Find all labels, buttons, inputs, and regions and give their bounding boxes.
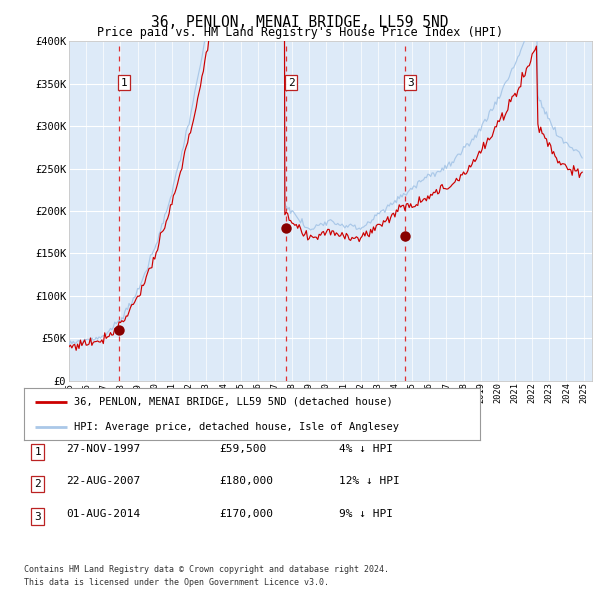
Text: 1: 1 bbox=[34, 447, 41, 457]
Text: 01-AUG-2014: 01-AUG-2014 bbox=[66, 509, 140, 519]
Text: 22-AUG-2007: 22-AUG-2007 bbox=[66, 476, 140, 486]
Text: 2: 2 bbox=[288, 78, 295, 88]
Text: 4% ↓ HPI: 4% ↓ HPI bbox=[339, 444, 393, 454]
Text: 12% ↓ HPI: 12% ↓ HPI bbox=[339, 476, 400, 486]
Text: 36, PENLON, MENAI BRIDGE, LL59 5ND: 36, PENLON, MENAI BRIDGE, LL59 5ND bbox=[151, 15, 449, 30]
Text: 1: 1 bbox=[121, 78, 128, 88]
Text: HPI: Average price, detached house, Isle of Anglesey: HPI: Average price, detached house, Isle… bbox=[74, 422, 399, 431]
Text: 3: 3 bbox=[34, 512, 41, 522]
Text: £59,500: £59,500 bbox=[219, 444, 266, 454]
Text: This data is licensed under the Open Government Licence v3.0.: This data is licensed under the Open Gov… bbox=[24, 578, 329, 587]
Text: 2: 2 bbox=[34, 479, 41, 489]
Text: 27-NOV-1997: 27-NOV-1997 bbox=[66, 444, 140, 454]
Text: £180,000: £180,000 bbox=[219, 476, 273, 486]
Text: 9% ↓ HPI: 9% ↓ HPI bbox=[339, 509, 393, 519]
Text: £170,000: £170,000 bbox=[219, 509, 273, 519]
Text: 3: 3 bbox=[407, 78, 413, 88]
Text: Price paid vs. HM Land Registry's House Price Index (HPI): Price paid vs. HM Land Registry's House … bbox=[97, 26, 503, 39]
Text: Contains HM Land Registry data © Crown copyright and database right 2024.: Contains HM Land Registry data © Crown c… bbox=[24, 565, 389, 574]
Text: 36, PENLON, MENAI BRIDGE, LL59 5ND (detached house): 36, PENLON, MENAI BRIDGE, LL59 5ND (deta… bbox=[74, 396, 393, 407]
